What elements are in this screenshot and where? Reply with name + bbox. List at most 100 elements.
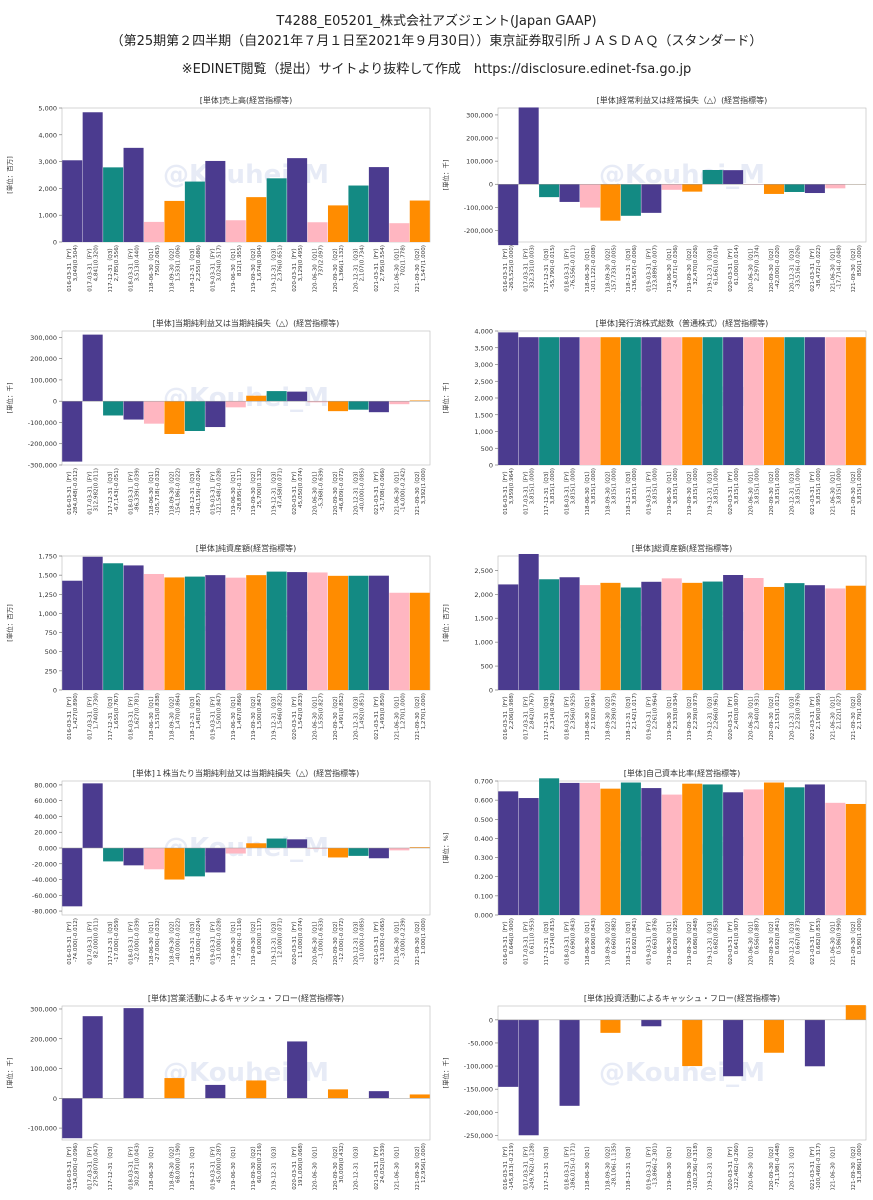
data-label: -3.000(-0.239) xyxy=(400,918,406,958)
x-tick-label: 2020-09-30（Q2） xyxy=(768,245,775,292)
data-label: 1.000(1.000) xyxy=(421,918,427,954)
y-tick-label: 0.600 xyxy=(474,797,493,805)
bar xyxy=(559,577,580,690)
chart-net-assets: [単体]純資産額(経営指標等) [単位：百万] 0 250 500 750 1,000 1,2… xyxy=(5,543,431,740)
bar xyxy=(409,847,430,848)
x-tick-label: 2019-06-30（Q1） xyxy=(666,245,673,292)
bar xyxy=(702,784,723,915)
data-label: 1,655(0.767) xyxy=(114,693,120,729)
x-tick-label: 2017-12-31（Q3） xyxy=(543,918,550,965)
y-tick-label: -150,000 xyxy=(464,1086,493,1094)
data-label: 2,340(0.931) xyxy=(755,693,761,729)
chart-title: [単体]当期純利益又は当期純損失（△）(経営指標等) xyxy=(153,318,340,328)
data-label: -5,368(-0.639) xyxy=(319,468,325,508)
bar xyxy=(723,792,744,915)
chart-title: [単体]純資産額(経営指標等) xyxy=(196,543,296,553)
bar xyxy=(123,401,144,420)
bar xyxy=(763,586,785,690)
x-tick-label: 2017-12-31（Q3） xyxy=(107,1143,114,1190)
y-tick-label: 2,000 xyxy=(474,591,493,599)
y-tick-label: 80.000 xyxy=(34,781,57,789)
bar xyxy=(246,1080,267,1099)
bar xyxy=(164,577,185,690)
data-label: 0.692(0.841) xyxy=(632,918,638,954)
x-tick-label: 2020-03-31（FY） xyxy=(727,468,734,515)
y-tick-label: 1,500 xyxy=(474,411,493,419)
data-label: 2,190(0.995) xyxy=(816,693,822,729)
x-tick-label: 2021-09-30（Q2） xyxy=(850,468,857,515)
x-tick-label: 2021-03-31（FY） xyxy=(373,1143,380,1190)
y-axis-label: [単位：千] xyxy=(5,382,14,413)
data-label: -1.000(-0.633) xyxy=(319,918,325,958)
x-tick-label: 2020-09-30（Q2） xyxy=(332,245,339,292)
bar xyxy=(62,580,83,690)
bar xyxy=(682,783,703,915)
data-label: 2,795(0.554) xyxy=(380,245,386,281)
data-label: 2,261(0.964) xyxy=(652,693,658,729)
bar xyxy=(825,337,846,465)
x-tick-label: 2021-03-31（FY） xyxy=(373,245,380,292)
data-label: 2,314(0.942) xyxy=(550,693,556,729)
bar xyxy=(82,783,103,848)
data-label: 0.663(0.876) xyxy=(652,918,658,954)
bar xyxy=(205,1084,226,1099)
bar xyxy=(225,220,246,242)
x-tick-label: 2021-03-31（FY） xyxy=(809,1143,816,1190)
bar xyxy=(327,575,349,690)
bar xyxy=(368,167,389,242)
x-tick-label: 2018-12-31（Q3） xyxy=(625,468,632,515)
y-tick-label: 500 xyxy=(481,663,493,671)
bar xyxy=(600,582,621,690)
bar xyxy=(763,782,785,915)
data-label: 1,470(0.864) xyxy=(175,693,181,729)
bar xyxy=(763,337,785,465)
x-tick-label: 2019-06-30（Q1） xyxy=(666,918,673,965)
x-tick-label: 2018-03-31（FY） xyxy=(564,918,571,965)
x-tick-label: 2020-12-31（Q3） xyxy=(352,245,359,292)
data-label: 2,266(0.961) xyxy=(714,693,720,729)
x-tick-label: 2020-06-30（Q1） xyxy=(312,1143,319,1190)
data-label: -17,714(-0.048) xyxy=(836,245,842,289)
bar xyxy=(348,401,369,410)
data-label: 24,052(0.539) xyxy=(380,1143,386,1183)
header-line-3: ※EDINET閲覧（提出）サイトより抜粋して作成 https://disclos… xyxy=(181,62,692,77)
data-label: -28,895(-0.117) xyxy=(237,468,243,512)
x-tick-label: 2018-09-30（Q2） xyxy=(604,693,611,740)
data-label: 3,815(1.000) xyxy=(652,468,658,504)
bar xyxy=(287,1041,308,1099)
bar xyxy=(246,395,267,402)
y-tick-label: 0 xyxy=(53,398,57,406)
data-label: -105,718(-0.032) xyxy=(155,468,161,515)
data-label: -263,525(0.000) xyxy=(509,245,515,291)
bar xyxy=(620,587,641,690)
x-tick-label: 2021-06-30（Q1） xyxy=(393,1143,400,1190)
x-tick-label: 2020-03-31（FY） xyxy=(291,693,298,740)
bar xyxy=(723,574,744,690)
data-label: 0.641(0.907) xyxy=(734,918,740,954)
bar xyxy=(559,184,580,202)
y-tick-label: -200,000 xyxy=(28,440,57,448)
x-tick-label: 2019-12-31（Q3） xyxy=(271,245,278,292)
x-tick-label: 2020-09-30（Q2） xyxy=(332,918,339,965)
x-tick-label: 2020-03-31（FY） xyxy=(727,1143,734,1190)
data-label: 45,050(0.074) xyxy=(298,468,304,508)
y-tick-label: 3,000 xyxy=(474,361,493,369)
y-tick-label: 1,750 xyxy=(38,553,57,561)
data-label: 0.586(0.990) xyxy=(836,918,842,954)
data-label: -13.000(-0.065) xyxy=(380,918,386,962)
data-label: -86,339(-0.039) xyxy=(135,468,141,512)
x-tick-label: 2021-09-30（Q2） xyxy=(850,918,857,965)
bar xyxy=(287,572,308,690)
bar xyxy=(845,803,866,915)
data-label: 1,542(0.823) xyxy=(298,693,304,729)
data-label: 1,674(0.904) xyxy=(257,245,263,281)
x-tick-label: 2020-09-30（Q2） xyxy=(768,918,775,965)
x-tick-label: 2019-03-31（FY） xyxy=(645,1143,652,1190)
header-line-1: T4288_E05201_株式会社アズジェント(Japan GAAP) xyxy=(276,14,597,29)
x-tick-label: 2020-06-30（Q1） xyxy=(312,918,319,965)
data-label: 0.646(0.900) xyxy=(509,918,515,954)
x-tick-label: 2018-03-31（FY） xyxy=(564,468,571,515)
data-label: -13,866(-2.301) xyxy=(652,1143,658,1187)
data-label: 2,122(1.027) xyxy=(836,693,842,729)
x-tick-label: 2019-06-30（Q1） xyxy=(666,468,673,515)
